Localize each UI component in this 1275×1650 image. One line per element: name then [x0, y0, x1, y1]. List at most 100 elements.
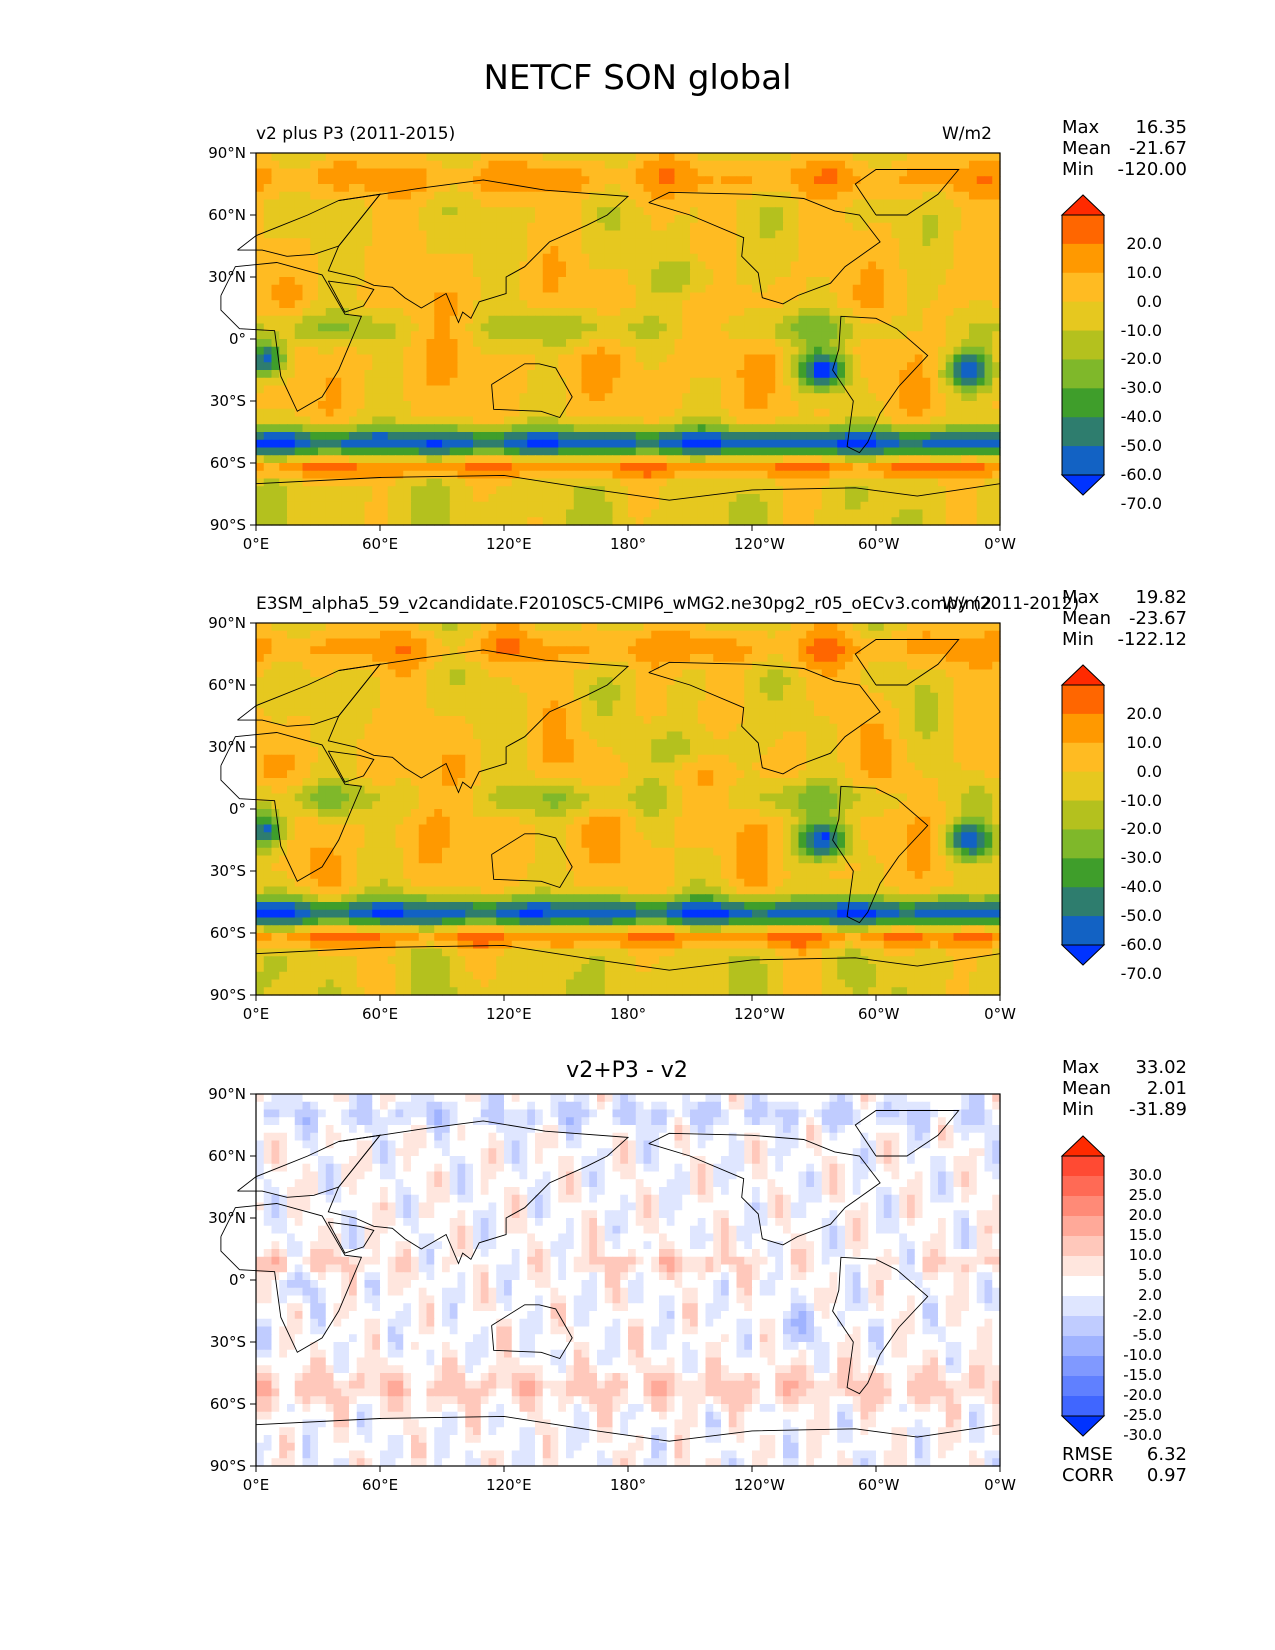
field-cell	[775, 315, 784, 325]
field-cell	[860, 168, 869, 177]
field-cell	[581, 207, 590, 216]
field-cell	[442, 261, 451, 270]
field-cell	[767, 230, 776, 239]
field-cell	[465, 646, 474, 655]
field-cell	[635, 370, 645, 379]
field-cell	[659, 377, 668, 387]
field-cell	[604, 292, 614, 301]
field-cell	[364, 215, 373, 224]
field-cell	[969, 509, 978, 518]
field-cell	[682, 630, 691, 640]
field-cell	[697, 385, 707, 394]
field-cell	[736, 377, 745, 387]
field-cell	[969, 323, 978, 332]
field-cell	[364, 184, 373, 193]
field-cell	[535, 470, 544, 480]
field-cell	[256, 447, 265, 456]
field-cell	[395, 486, 404, 495]
field-cell	[294, 362, 304, 371]
field-cell	[775, 331, 784, 340]
field-cell	[713, 238, 722, 247]
field-cell	[860, 439, 869, 449]
field-cell	[674, 439, 683, 449]
field-cell	[488, 346, 497, 356]
field-cell	[876, 623, 885, 632]
field-cell	[325, 199, 335, 208]
field-cell	[604, 623, 614, 632]
field-cell	[969, 401, 978, 410]
field-cell	[395, 222, 404, 232]
field-cell	[643, 238, 652, 247]
field-cell	[473, 470, 482, 480]
field-cell	[364, 517, 373, 526]
field-cell	[643, 176, 652, 185]
field-cell	[434, 253, 443, 263]
field-cell	[496, 308, 505, 317]
field-cell	[953, 370, 962, 379]
field-cell	[860, 246, 869, 255]
field-cell	[876, 494, 885, 503]
field-cell	[426, 168, 435, 177]
field-cell	[752, 455, 761, 464]
field-cell	[403, 517, 412, 526]
field-cell	[333, 292, 342, 301]
field-cell	[922, 623, 931, 632]
field-cell	[922, 269, 931, 278]
field-cell	[325, 401, 335, 410]
field-cell	[550, 517, 559, 526]
field-cell	[984, 432, 993, 441]
field-cell	[604, 230, 614, 239]
field-cell	[519, 153, 528, 162]
field-cell	[914, 447, 924, 456]
field-cell	[550, 463, 559, 472]
field-cell	[349, 354, 358, 363]
field-cell	[713, 447, 722, 456]
field-cell	[783, 222, 792, 232]
field-cell	[480, 346, 490, 356]
field-cell	[566, 638, 575, 647]
field-cell	[953, 494, 962, 503]
field-cell	[938, 478, 947, 487]
field-cell	[945, 385, 955, 394]
field-cell	[604, 246, 614, 255]
field-cell	[721, 494, 730, 503]
field-cell	[349, 176, 358, 185]
field-cell	[744, 253, 753, 263]
field-cell	[992, 191, 1001, 201]
field-cell	[938, 416, 947, 425]
field-cell	[876, 284, 885, 294]
field-cell	[651, 168, 660, 177]
field-cell	[697, 284, 707, 294]
field-cell	[690, 191, 699, 201]
field-cell	[519, 176, 528, 185]
field-cell	[287, 300, 296, 309]
field-cell	[713, 269, 722, 278]
field-cell	[868, 501, 877, 511]
field-cell	[310, 331, 319, 340]
field-cell	[705, 284, 714, 294]
field-cell	[736, 401, 745, 410]
field-cell	[465, 207, 474, 216]
field-cell	[821, 432, 831, 441]
field-cell	[302, 354, 311, 363]
field-cell	[318, 315, 327, 325]
field-cell	[573, 501, 583, 511]
field-cell	[969, 501, 978, 511]
field-cell	[302, 432, 311, 441]
field-cell	[728, 184, 738, 193]
field-cell	[976, 478, 986, 487]
field-cell	[690, 646, 699, 655]
field-cell	[883, 393, 893, 402]
field-cell	[659, 308, 668, 317]
field-cell	[783, 284, 792, 294]
field-cell	[953, 207, 962, 216]
field-cell	[294, 424, 304, 433]
field-cell	[666, 191, 676, 201]
field-cell	[597, 455, 606, 464]
field-cell	[256, 385, 265, 394]
field-cell	[604, 393, 614, 402]
field-cell	[651, 424, 660, 433]
field-cell	[380, 284, 389, 294]
field-cell	[814, 168, 823, 177]
